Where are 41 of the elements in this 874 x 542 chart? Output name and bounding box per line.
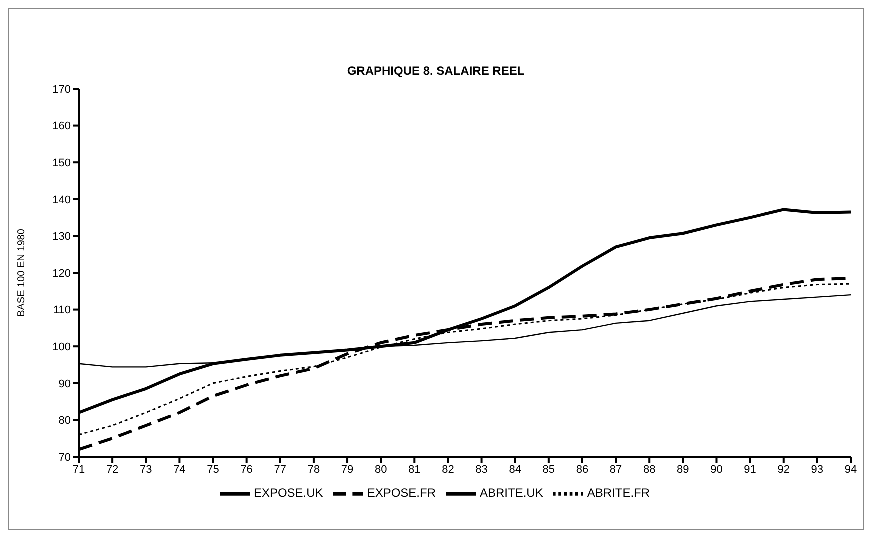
x-tick-label: 80 [374,464,388,476]
x-tick-label: 73 [140,464,152,476]
x-tick-label: 89 [677,464,690,476]
y-tick-label: 100 [52,342,71,354]
x-tick-label: 84 [509,464,522,476]
y-tick-label: 120 [52,268,71,280]
y-tick-label: 170 [52,84,71,96]
y-tick-label: 130 [52,231,71,244]
legend-label: ABRITE.UK [480,486,544,500]
x-tick-label: 87 [610,464,622,476]
x-tick-label: 91 [744,464,756,476]
x-tick-label: 81 [408,464,421,476]
x-tick-label: 78 [308,464,320,476]
x-tick-label: 92 [778,464,790,476]
x-tick-label: 88 [643,464,656,476]
y-tick-label: 110 [53,304,71,317]
legend-label: ABRITE.FR [587,486,650,500]
x-tick-label: 85 [542,464,556,476]
legend-label: EXPOSE.FR [367,486,436,500]
x-tick-label: 90 [710,464,723,476]
x-tick-label: 83 [476,464,488,476]
x-tick-label: 71 [72,464,86,476]
y-tick-label: 90 [58,378,71,390]
x-tick-label: 72 [106,464,119,476]
x-tick-label: 79 [341,464,354,476]
y-tick-label: 140 [52,194,71,206]
x-tick-label: 77 [274,464,287,476]
y-tick-label: 150 [52,158,71,170]
x-tick-label: 74 [174,464,186,476]
chart-title: GRAPHIQUE 8. SALAIRE REEL [346,64,526,78]
legend-label: EXPOSE.UK [254,486,324,500]
y-axis-title: BASE 100 EN 1980 [16,228,28,317]
x-tick-label: 94 [844,464,858,476]
x-tick-label: 75 [207,464,220,476]
y-tick-label: 160 [52,120,71,133]
x-tick-label: 76 [240,464,253,476]
y-tick-label: 70 [58,452,71,464]
x-tick-label: 82 [442,464,454,476]
x-tick-label: 93 [811,464,824,476]
y-tick-label: 80 [58,415,71,428]
x-tick-label: 86 [576,464,589,476]
